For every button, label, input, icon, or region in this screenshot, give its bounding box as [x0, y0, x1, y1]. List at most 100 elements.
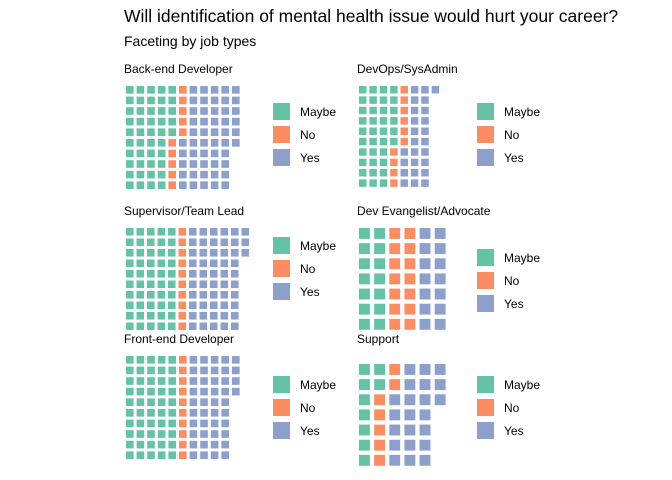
- waffle-cell-yes: [189, 86, 198, 94]
- waffle-cell-maybe: [168, 238, 176, 247]
- waffle-cell-yes: [410, 158, 419, 167]
- waffle-cell-yes: [389, 394, 401, 406]
- waffle-cell-maybe: [168, 377, 177, 385]
- waffle-cell-yes: [199, 280, 208, 289]
- waffle-cell-yes: [419, 288, 431, 300]
- waffle-cell-maybe: [136, 387, 145, 396]
- waffle-cell-maybe: [359, 303, 370, 315]
- waffle-cell-maybe: [136, 160, 145, 168]
- waffle-cell-yes: [189, 149, 198, 158]
- waffle-cell-maybe: [157, 440, 166, 449]
- facet-legend: Maybe No Yes: [273, 376, 336, 439]
- waffle-cell-yes: [200, 86, 208, 94]
- waffle-cell-yes: [231, 301, 239, 310]
- waffle-cell-maybe: [126, 149, 134, 158]
- waffle-cell-no: [179, 96, 187, 105]
- waffle-cell-maybe: [359, 273, 370, 285]
- waffle-cell-yes: [200, 149, 208, 158]
- waffle-cell-yes: [200, 128, 208, 137]
- waffle-cell-yes: [200, 398, 208, 407]
- waffle-cell-yes: [220, 312, 229, 320]
- waffle-cell-no: [178, 249, 187, 257]
- waffle-cell-yes: [241, 228, 250, 236]
- waffle-cell-maybe: [379, 158, 388, 167]
- waffle-cell-yes: [419, 454, 431, 466]
- waffle-cell-maybe: [168, 451, 177, 460]
- legend-label-maybe: Maybe: [300, 239, 336, 253]
- waffle-cell-yes: [404, 409, 416, 421]
- waffle-cell-maybe: [168, 107, 177, 115]
- waffle-cell-no: [400, 127, 408, 135]
- waffle-cell-maybe: [147, 259, 155, 268]
- waffle-cell-maybe: [136, 280, 145, 289]
- waffle-cell-maybe: [147, 280, 155, 289]
- waffle-cell-yes: [434, 273, 446, 285]
- waffle-cell-no: [179, 409, 187, 417]
- waffle-cell-maybe: [136, 440, 145, 449]
- chart-subtitle: Faceting by job types: [124, 33, 256, 49]
- waffle-cell-maybe: [374, 303, 386, 315]
- waffle-cell-maybe: [147, 387, 155, 396]
- legend-key-maybe: [273, 103, 290, 120]
- waffle-cell-maybe: [136, 170, 145, 179]
- waffle-cell-yes: [221, 377, 230, 385]
- waffle-cell-maybe: [136, 419, 145, 428]
- waffle-cell-no: [389, 228, 401, 239]
- waffle-cell-maybe: [359, 424, 370, 436]
- waffle-cell-maybe: [157, 149, 166, 158]
- waffle-cell-yes: [200, 170, 208, 179]
- waffle-cell-yes: [199, 322, 208, 331]
- waffle-cell-no: [179, 366, 187, 375]
- waffle-cell-yes: [232, 377, 240, 385]
- waffle-cell-yes: [419, 379, 431, 391]
- waffle-cell-no: [168, 160, 177, 168]
- waffle-cell-maybe: [379, 179, 388, 187]
- waffle-cell-maybe: [136, 409, 145, 417]
- waffle-cell-maybe: [126, 301, 134, 310]
- waffle-cell-no: [178, 228, 187, 236]
- waffle-cell-no: [400, 86, 408, 94]
- waffle-cell-maybe: [168, 259, 176, 268]
- waffle-cell-maybe: [168, 86, 177, 94]
- waffle-cell-maybe: [359, 117, 367, 125]
- waffle-cell-no: [404, 258, 416, 270]
- waffle-cell-maybe: [157, 228, 166, 236]
- waffle-cell-yes: [434, 394, 446, 406]
- waffle-cell-maybe: [157, 398, 166, 407]
- waffle-cell-maybe: [168, 270, 176, 278]
- waffle-cell-no: [404, 243, 416, 255]
- waffle-cell-maybe: [157, 419, 166, 428]
- waffle-cell-maybe: [126, 107, 134, 115]
- waffle-cell-no: [374, 439, 386, 451]
- waffle-cell-yes: [210, 139, 219, 147]
- waffle-cell-yes: [199, 238, 208, 247]
- waffle-cell-yes: [210, 430, 219, 438]
- waffle-cell-maybe: [157, 387, 166, 396]
- waffle-cell-maybe: [147, 249, 155, 257]
- waffle-cell-yes: [199, 249, 208, 257]
- waffle-cell-no: [179, 86, 187, 94]
- waffle-cell-yes: [210, 280, 218, 289]
- waffle-cell-yes: [434, 303, 446, 315]
- waffle-cell-yes: [434, 364, 446, 375]
- legend-label-yes: Yes: [300, 424, 320, 438]
- waffle-cell-no: [179, 430, 187, 438]
- waffle-cell-maybe: [168, 96, 177, 105]
- waffle-cell-maybe: [136, 291, 145, 299]
- waffle-cell-yes: [189, 451, 198, 460]
- waffle-cell-maybe: [359, 454, 370, 466]
- waffle-cell-yes: [410, 127, 419, 135]
- waffle-cell-yes: [232, 387, 240, 396]
- waffle-cell-maybe: [136, 149, 145, 158]
- legend-key-yes: [273, 422, 290, 439]
- waffle-cell-yes: [220, 291, 229, 299]
- waffle-cell-yes: [189, 291, 197, 299]
- facet-legend: Maybe No Yes: [477, 376, 540, 439]
- waffle-cell-no: [404, 288, 416, 300]
- waffle-cell-yes: [434, 288, 446, 300]
- waffle-cell-yes: [199, 259, 208, 268]
- waffle-cell-maybe: [369, 137, 377, 146]
- waffle-cell-yes: [410, 117, 419, 125]
- waffle-cell-yes: [221, 409, 230, 417]
- legend-label-maybe: Maybe: [504, 378, 540, 392]
